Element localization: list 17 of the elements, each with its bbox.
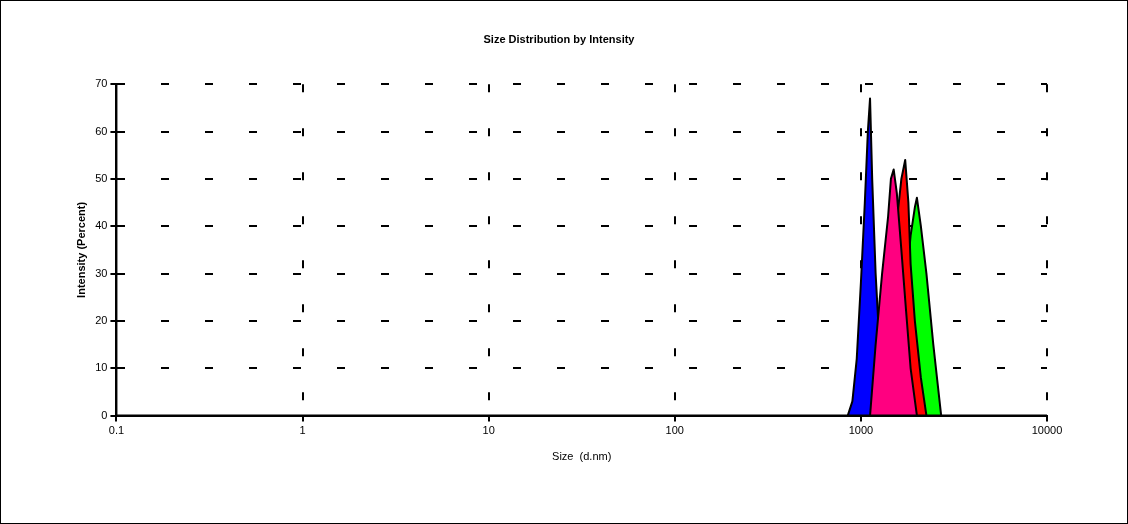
y-tick-label: 0 (101, 408, 108, 421)
x-tick-label: 1000 (848, 424, 874, 437)
x-tick-label: 10 (482, 424, 495, 437)
x-tick-label: 10000 (1031, 424, 1063, 437)
y-tick-label: 30 (95, 266, 108, 279)
y-tick-label: 40 (95, 219, 108, 232)
y-tick-label: 70 (95, 77, 108, 90)
y-tick-label: 60 (95, 124, 108, 137)
y-axis-title: Intensity (Percent) (74, 201, 87, 298)
x-tick-label: 1 (299, 424, 306, 437)
x-tick-label: 100 (665, 424, 684, 437)
chart-title: Size Distribution by Intensity (483, 32, 636, 45)
y-tick-label: 50 (95, 171, 108, 184)
x-tick-label: 0.1 (108, 424, 125, 437)
x-axis-title: Size (d.nm) (552, 450, 612, 463)
y-tick-label: 20 (95, 313, 108, 326)
y-tick-label: 10 (95, 361, 108, 374)
